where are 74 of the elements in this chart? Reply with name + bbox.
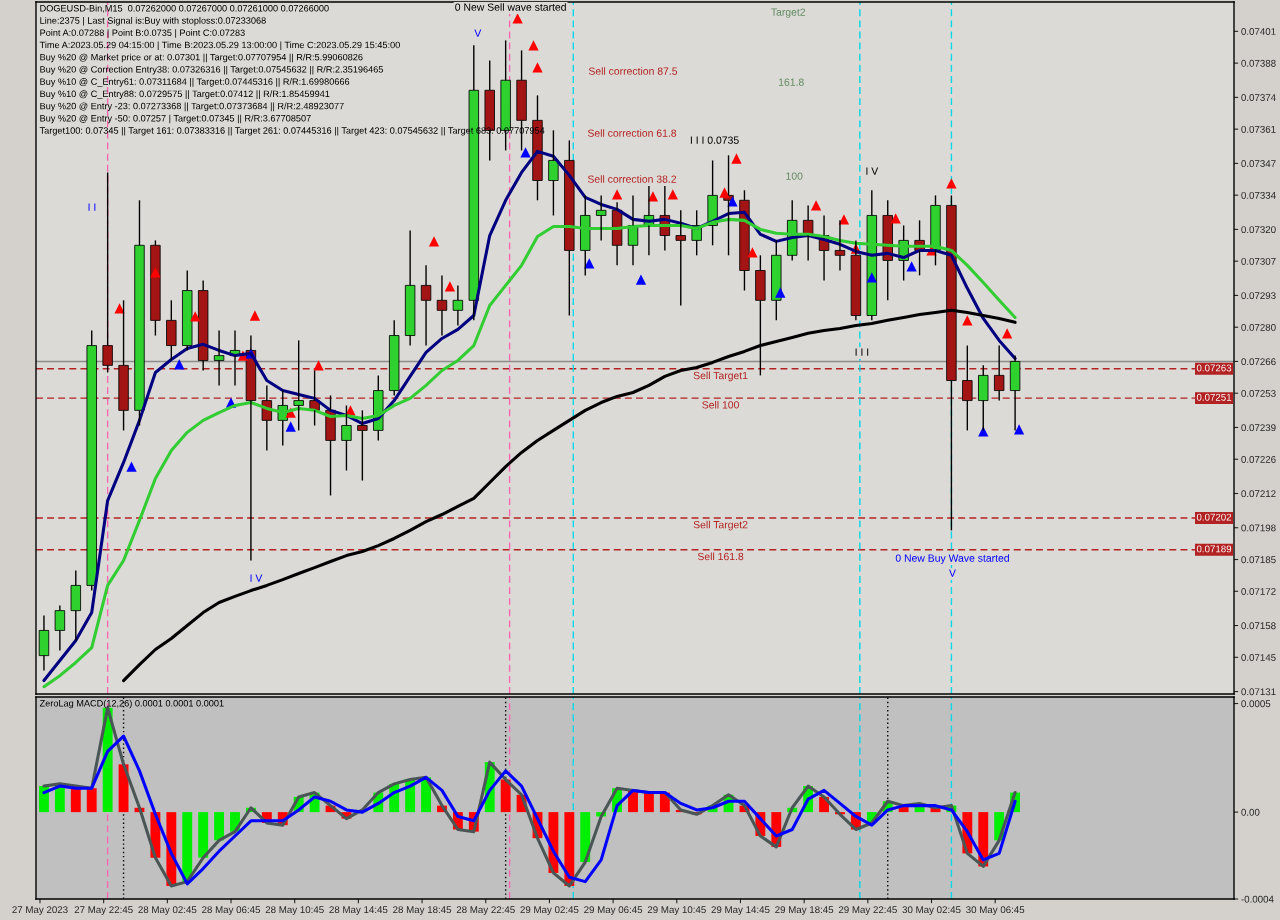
annotation: Sell correction 87.5 bbox=[588, 67, 678, 75]
y-tick-label: 0.07131 bbox=[1241, 688, 1276, 696]
x-tick-label: 30 May 02:45 bbox=[902, 906, 961, 916]
annotation: Point A:0.07288 | Point B:0.0735 | Point C:0.07283 bbox=[40, 29, 245, 38]
y-tick-label: 0.07253 bbox=[1241, 389, 1276, 397]
x-tick-label: 28 May 14:45 bbox=[329, 906, 388, 916]
y-tick-label: 0.0005 bbox=[1241, 700, 1271, 708]
x-tick-label: 28 May 18:45 bbox=[393, 906, 452, 916]
annotation: I I I 0.0735 bbox=[690, 136, 739, 144]
y-tick-label: 0.07280 bbox=[1241, 323, 1276, 331]
annotation: Buy %10 @ C_Entry61: 0.07311684 || Target:0.07445316 || R/R:1.69980666 bbox=[40, 78, 350, 87]
annotation: 100 bbox=[786, 172, 803, 180]
annotation: Sell correction 61.8 bbox=[587, 129, 677, 137]
y-tick-label: 0.07145 bbox=[1241, 654, 1276, 661]
y-tick-label: 0.07320 bbox=[1241, 226, 1276, 234]
annotation: 161.8 bbox=[778, 78, 804, 86]
annotation: Sell Target1 bbox=[693, 371, 748, 382]
y-tick-label: 0.07401 bbox=[1241, 28, 1276, 35]
x-tick-label: 28 May 22:45 bbox=[456, 906, 515, 916]
ref-line-label: 0.07189 bbox=[1196, 545, 1232, 553]
y-tick-label: 0.07374 bbox=[1241, 94, 1276, 101]
annotation: I V bbox=[250, 574, 263, 582]
annotation: Buy %10 @ C_Entry88: 0.0729575 || Target:0.07412 || R/R:1.85459941 bbox=[40, 90, 330, 99]
y-tick-label: 0.07226 bbox=[1241, 455, 1276, 463]
y-tick-label: 0.07239 bbox=[1241, 424, 1276, 432]
y-tick-label: 0.07347 bbox=[1241, 160, 1276, 167]
annotation: I I bbox=[88, 203, 96, 211]
x-tick-label: 27 May 2023 bbox=[12, 906, 68, 916]
ref-line-label: 0.07202 bbox=[1196, 513, 1232, 521]
chart-title: ZeroLag MACD(12,26) 0.0001 0.0001 0.0001 bbox=[39, 699, 224, 709]
annotation: V bbox=[474, 29, 482, 37]
annotation: V bbox=[949, 569, 956, 577]
annotation: 0 New Sell wave started bbox=[455, 3, 566, 11]
y-tick-label: -0.0004 bbox=[1241, 895, 1274, 903]
annotation: Buy %20 @ Entry -23: 0.07273368 || Target:0.07373684 || R/R:2.48923077 bbox=[40, 102, 344, 112]
y-tick-label: 0.07307 bbox=[1241, 257, 1276, 265]
y-tick-label: 0.00 bbox=[1241, 808, 1260, 816]
annotation: Buy %20 @ Entry -50: 0.07257 | Target:0.07345 || R/R:3.67708507 bbox=[40, 114, 311, 124]
x-tick-label: 28 May 10:45 bbox=[265, 906, 324, 916]
annotation: I I I bbox=[855, 348, 869, 356]
x-tick-label: 28 May 06:45 bbox=[202, 906, 261, 916]
x-tick-label: 29 May 14:45 bbox=[711, 906, 770, 916]
y-tick-label: 0.07158 bbox=[1241, 622, 1276, 630]
y-tick-label: 0.07361 bbox=[1241, 125, 1276, 133]
x-tick-label: 30 May 06:45 bbox=[966, 906, 1025, 916]
annotation: 0 New Buy Wave started bbox=[895, 554, 1009, 564]
annotation: Sell Target2 bbox=[693, 520, 748, 531]
annotation: Buy %20 @ Market price or at: 0.07301 || Target:0.07707954 || R/R:5.99060826 bbox=[40, 53, 363, 63]
y-tick-label: 0.07185 bbox=[1241, 556, 1276, 564]
annotation: I V bbox=[866, 167, 879, 175]
annotation: Sell correction 38.2 bbox=[587, 175, 677, 183]
ref-line-label: 0.07251 bbox=[1196, 393, 1232, 401]
y-tick-label: 0.07266 bbox=[1241, 358, 1276, 366]
y-tick-label: 0.07293 bbox=[1241, 292, 1276, 300]
annotation: Line:2375 | Last Signal is:Buy with stoploss:0.07233068 bbox=[40, 17, 266, 26]
y-tick-label: 0.07334 bbox=[1241, 191, 1276, 199]
annotation: Target2 bbox=[771, 8, 806, 18]
y-tick-label: 0.07172 bbox=[1241, 588, 1276, 595]
x-tick-label: 29 May 10:45 bbox=[647, 906, 706, 916]
x-tick-label: 29 May 06:45 bbox=[584, 906, 643, 916]
annotation: Sell 100 bbox=[702, 400, 739, 409]
x-tick-label: 27 May 22:45 bbox=[74, 906, 133, 916]
x-tick-label: 29 May 18:45 bbox=[775, 906, 834, 916]
x-tick-label: 28 May 02:45 bbox=[138, 906, 197, 916]
x-tick-label: 29 May 22:45 bbox=[838, 906, 897, 916]
annotation: Buy %20 @ Correction Entry38: 0.07326316 || Target:0.07545632 || R/R:2.35196465 bbox=[40, 65, 384, 75]
x-tick-label: 29 May 02:45 bbox=[520, 906, 579, 916]
chart-title: DOGEUSD-Bin,M15 0.07262000 0.07267000 0.07261000 0.07266000 bbox=[40, 4, 329, 13]
y-tick-label: 0.07388 bbox=[1241, 59, 1276, 67]
ref-line-label: 0.07263 bbox=[1196, 364, 1232, 372]
y-tick-label: 0.07198 bbox=[1241, 524, 1276, 532]
annotation: Time A:2023.05.29 04:15:00 | Time B:2023.05.29 13:00:00 | Time C:2023.05.29 15:45:00 bbox=[39, 41, 400, 51]
y-tick-label: 0.07212 bbox=[1241, 490, 1276, 498]
annotation: Sell 161.8 bbox=[697, 552, 744, 561]
